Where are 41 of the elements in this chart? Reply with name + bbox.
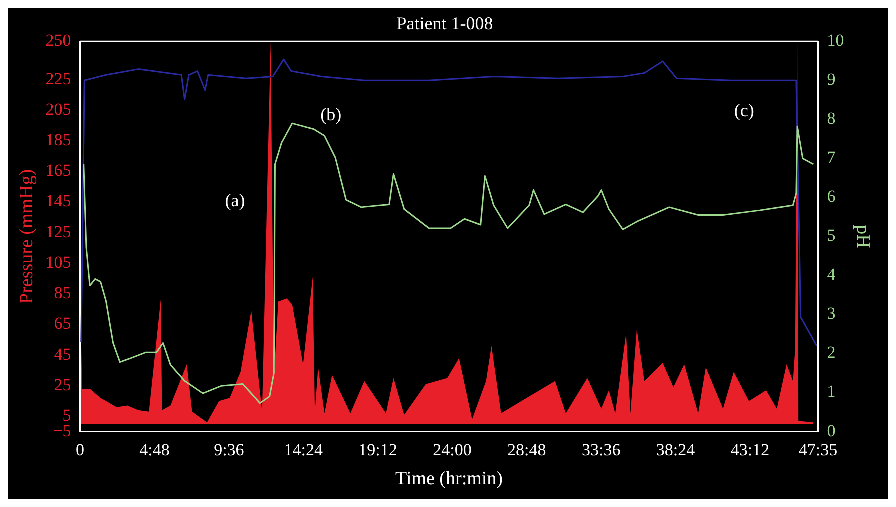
- x-axis-title: Time (hr:min): [396, 468, 503, 490]
- y-tick-label: 250: [46, 31, 72, 50]
- y2-tick-label: 4: [827, 265, 836, 284]
- x-tick-label: 19:12: [358, 440, 398, 460]
- annotation: (a): [225, 190, 246, 210]
- y-tick-label: 45: [54, 344, 72, 364]
- y-tick-label: 85: [54, 284, 72, 303]
- y2-tick-label: 5: [827, 226, 836, 246]
- x-tick-label: 33:36: [582, 440, 621, 460]
- y-tick-label: 185: [46, 130, 72, 150]
- y2-tick-label: 2: [827, 343, 836, 362]
- chart-title: Patient 1-008: [396, 14, 494, 34]
- y2-axis-title: pH: [852, 225, 874, 249]
- y2-tick-label: 7: [827, 148, 836, 168]
- y-tick-label: 105: [46, 252, 72, 272]
- y2-tick-label: 9: [827, 70, 836, 90]
- x-tick-label: 9:36: [214, 440, 244, 460]
- x-tick-label: 14:24: [284, 440, 324, 460]
- x-tick-label: 24:00: [433, 440, 472, 460]
- y-tick-label: 125: [46, 222, 72, 242]
- y-tick-label: 65: [54, 314, 72, 334]
- x-tick-label: 43:12: [730, 440, 770, 460]
- y-tick-label: 25: [54, 375, 72, 394]
- y2-tick-label: 8: [827, 109, 836, 128]
- y-tick-label: 205: [46, 100, 72, 119]
- y-tick-label: 225: [46, 69, 72, 88]
- annotation: (b): [320, 104, 342, 124]
- y2-tick-label: 10: [827, 31, 844, 50]
- x-tick-label: 0: [76, 440, 85, 460]
- x-tick-label: 4:48: [140, 440, 170, 460]
- y-tick-label: 145: [46, 192, 72, 211]
- y2-tick-label: 1: [827, 382, 836, 402]
- x-tick-label: 38:24: [656, 440, 696, 460]
- y2-tick-label: 3: [827, 304, 836, 324]
- y2-tick-label: 6: [827, 187, 836, 206]
- annotation: (c): [734, 100, 754, 121]
- y-axis-title: Pressure (mmHg): [16, 169, 38, 304]
- y2-tick-label: 0: [827, 421, 836, 440]
- x-tick-label: 28:48: [508, 440, 546, 460]
- y-tick-label: 165: [46, 161, 72, 180]
- x-tick-label: 47:35: [798, 440, 838, 460]
